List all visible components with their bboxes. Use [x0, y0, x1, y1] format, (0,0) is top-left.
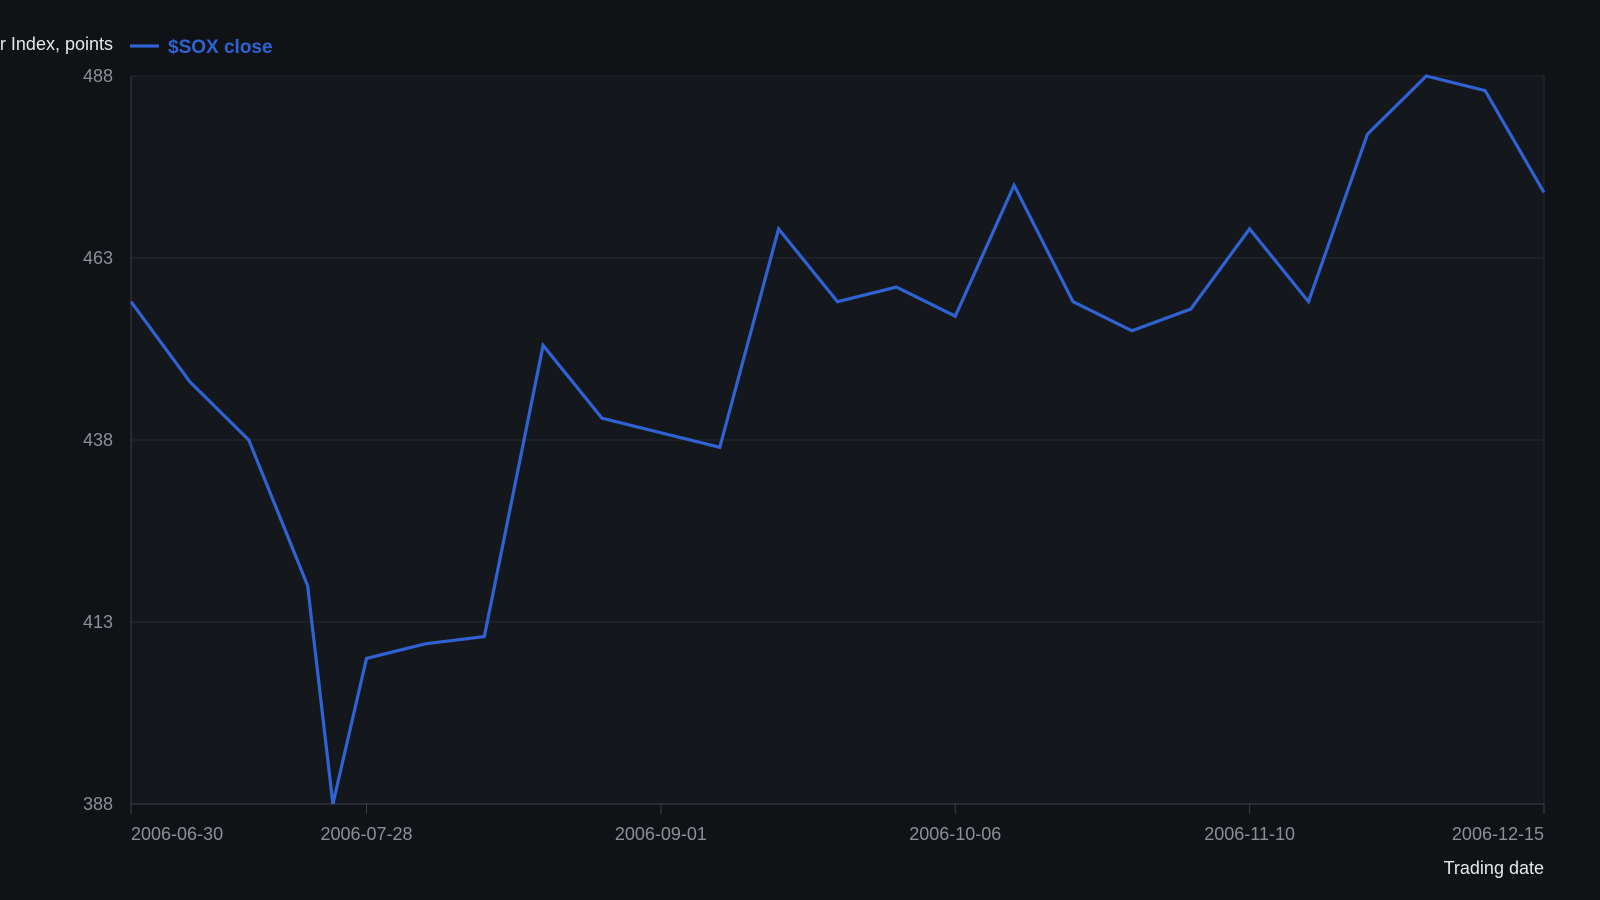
- legend: $SOX close: [130, 37, 273, 58]
- x-tick-label: 2006-09-01: [615, 824, 707, 844]
- legend-label: $SOX close: [168, 37, 273, 58]
- series-line: [129, 74, 1546, 805]
- y-tick-label: 388: [83, 794, 113, 814]
- y-axis-title: Philadelphia Semiconductor Index, points: [0, 34, 113, 54]
- x-tick-label: 2006-11-10: [1204, 824, 1295, 844]
- x-tick-label: 2006-10-06: [909, 824, 1001, 844]
- x-tick-label: 2006-07-28: [320, 824, 412, 844]
- y-tick-label: 438: [83, 430, 113, 450]
- axes: [130, 75, 1545, 814]
- x-tick-label: 2006-06-30: [131, 824, 223, 844]
- series-layer: [129, 74, 1546, 805]
- y-tick-label: 413: [83, 612, 113, 632]
- y-tick-label: 488: [83, 66, 113, 86]
- x-tick-label: 2006-12-15: [1452, 824, 1544, 844]
- labels: 388 413 438 463 488 2006-06-30 2006-07-28 2006-…: [0, 34, 1544, 878]
- y-tick-label: 463: [83, 248, 113, 268]
- x-axis-title: Trading date: [1444, 858, 1544, 878]
